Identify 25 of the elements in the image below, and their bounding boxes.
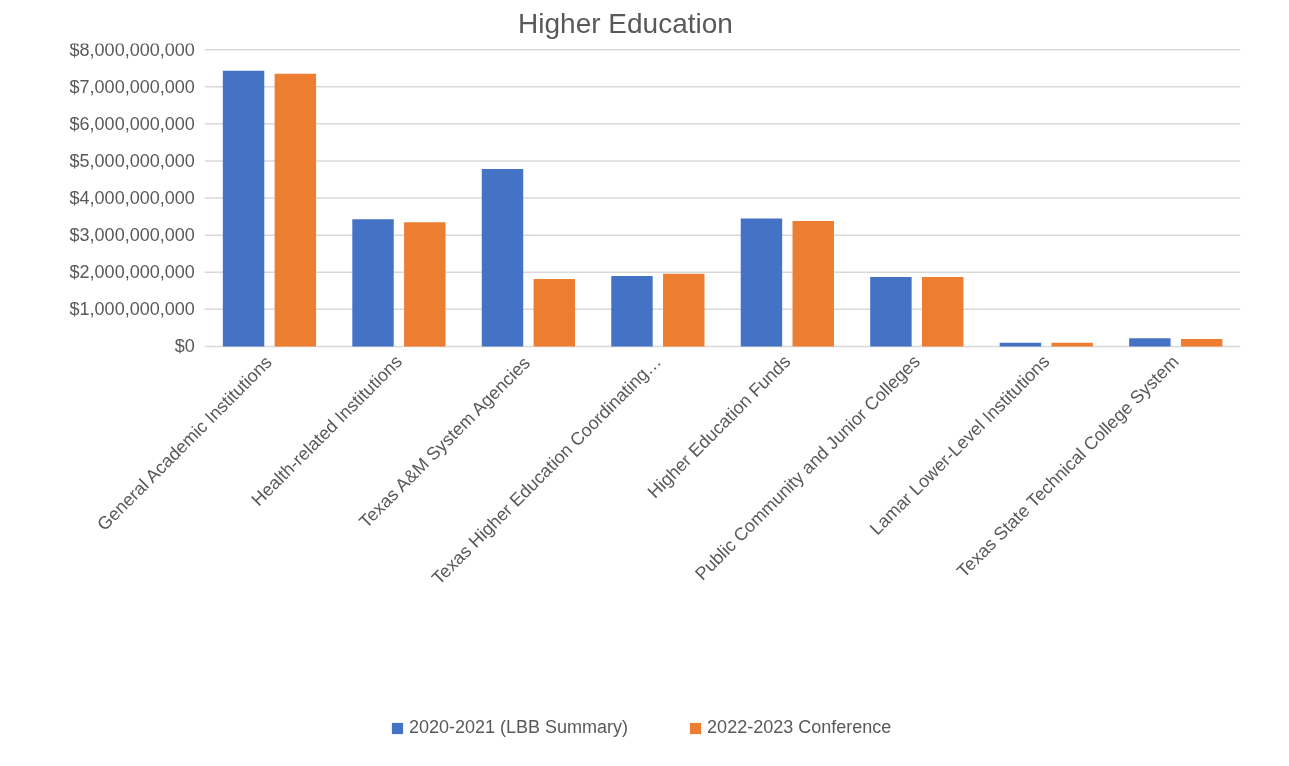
bar [740,218,783,347]
y-tick-label: $7,000,000,000 [69,76,195,97]
bar [611,275,653,347]
chart-title: Higher Education [518,7,733,39]
bar [663,273,705,347]
bar [274,73,317,347]
bar [792,221,834,347]
bar [533,278,576,347]
y-tick-label: $0 [174,336,195,357]
bar [1129,338,1171,347]
bar [921,277,964,347]
bar [1180,339,1223,347]
bar [481,169,524,347]
y-tick-label: $1,000,000,000 [69,299,195,320]
y-tick-label: $4,000,000,000 [69,188,195,209]
legend-label: 2022-2023 Conference [707,717,892,738]
y-tick-label: $6,000,000,000 [69,113,195,134]
bar [404,222,446,347]
bar [870,277,912,347]
bar [352,219,394,347]
legend-label: 2020-2021 (LBB Summary) [409,717,629,738]
bar [222,70,265,347]
y-tick-label: $2,000,000,000 [69,262,195,283]
y-tick-label: $5,000,000,000 [69,150,195,171]
y-tick-label: $3,000,000,000 [69,225,195,246]
